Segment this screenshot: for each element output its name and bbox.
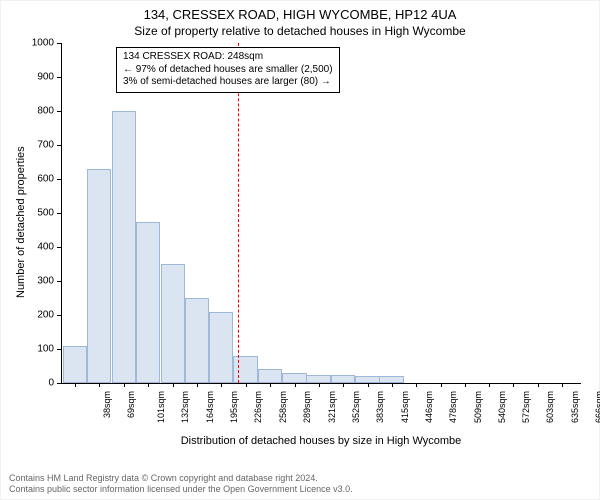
x-tick-label: 635sqm [570,391,580,423]
x-tick [246,383,247,387]
x-tick [441,383,442,387]
x-tick [538,383,539,387]
x-tick [270,383,271,387]
x-tick-label: 69sqm [126,391,136,418]
reference-line [238,43,239,383]
chart-container: 134, CRESSEX ROAD, HIGH WYCOMBE, HP12 4U… [0,0,600,500]
chart-subtitle: Size of property relative to detached ho… [1,22,599,38]
y-tick [57,111,61,112]
x-tick [343,383,344,387]
x-tick-label: 572sqm [521,391,531,423]
histogram-bar [355,376,379,383]
x-tick [513,383,514,387]
x-axis-label: Distribution of detached houses by size … [61,435,581,447]
y-tick-label: 100 [19,344,54,355]
x-tick-label: 258sqm [278,391,288,423]
y-tick [57,247,61,248]
x-tick-label: 666sqm [594,391,600,423]
histogram-bar [185,298,209,383]
annotation-line: ← 97% of detached houses are smaller (2,… [123,64,333,77]
histogram-bar [87,169,111,383]
histogram-bar [161,264,185,383]
x-tick [148,383,149,387]
y-tick [57,213,61,214]
x-tick-label: 509sqm [473,391,483,423]
histogram-bar [209,312,233,383]
annotation-box: 134 CRESSEX ROAD: 248sqm ← 97% of detach… [116,47,340,93]
x-tick-label: 195sqm [229,391,239,423]
x-tick-label: 226sqm [253,391,263,423]
histogram-bar [379,376,403,383]
histogram-bar [63,346,87,383]
y-axis [61,43,62,383]
y-tick [57,179,61,180]
x-tick [221,383,222,387]
plot-area: 0100200300400500600700800900100038sqm69s… [61,43,581,383]
x-tick-label: 101sqm [156,391,166,423]
footer-line: Contains public sector information licen… [9,484,353,495]
y-tick [57,145,61,146]
y-tick [57,281,61,282]
annotation-line: 134 CRESSEX ROAD: 248sqm [123,51,333,64]
histogram-bar [112,111,136,383]
y-tick-label: 0 [19,378,54,389]
y-tick [57,77,61,78]
x-tick [368,383,369,387]
y-tick [57,383,61,384]
y-tick-label: 200 [19,310,54,321]
footer-line: Contains HM Land Registry data © Crown c… [9,473,353,484]
histogram-bar [258,369,282,383]
x-tick [197,383,198,387]
x-tick [489,383,490,387]
y-tick-label: 900 [19,72,54,83]
x-tick-label: 321sqm [327,391,337,423]
histogram-bar [306,375,330,384]
histogram-bar [331,375,355,384]
x-tick-label: 132sqm [180,391,190,423]
x-tick [99,383,100,387]
x-tick-label: 415sqm [400,391,410,423]
x-tick-label: 603sqm [546,391,556,423]
x-tick [465,383,466,387]
x-tick-label: 478sqm [448,391,458,423]
y-tick [57,349,61,350]
y-tick [57,315,61,316]
histogram-bar [136,222,160,384]
x-tick [124,383,125,387]
x-tick-label: 38sqm [102,391,112,418]
x-tick-label: 352sqm [351,391,361,423]
y-axis-label: Number of detached properties [15,146,27,298]
x-tick-label: 164sqm [205,391,215,423]
x-tick [173,383,174,387]
x-tick [295,383,296,387]
x-tick [392,383,393,387]
x-tick [562,383,563,387]
x-tick-label: 446sqm [424,391,434,423]
chart-title: 134, CRESSEX ROAD, HIGH WYCOMBE, HP12 4U… [1,1,599,22]
y-tick-label: 1000 [19,38,54,49]
x-tick-label: 289sqm [302,391,312,423]
histogram-bar [282,373,306,383]
annotation-line: 3% of semi-detached houses are larger (8… [123,76,333,89]
y-tick-label: 800 [19,106,54,117]
x-tick [416,383,417,387]
y-tick [57,43,61,44]
footer-attribution: Contains HM Land Registry data © Crown c… [9,473,353,495]
x-tick-label: 540sqm [497,391,507,423]
x-tick [75,383,76,387]
x-tick [319,383,320,387]
x-tick-label: 383sqm [375,391,385,423]
x-axis [61,383,581,384]
